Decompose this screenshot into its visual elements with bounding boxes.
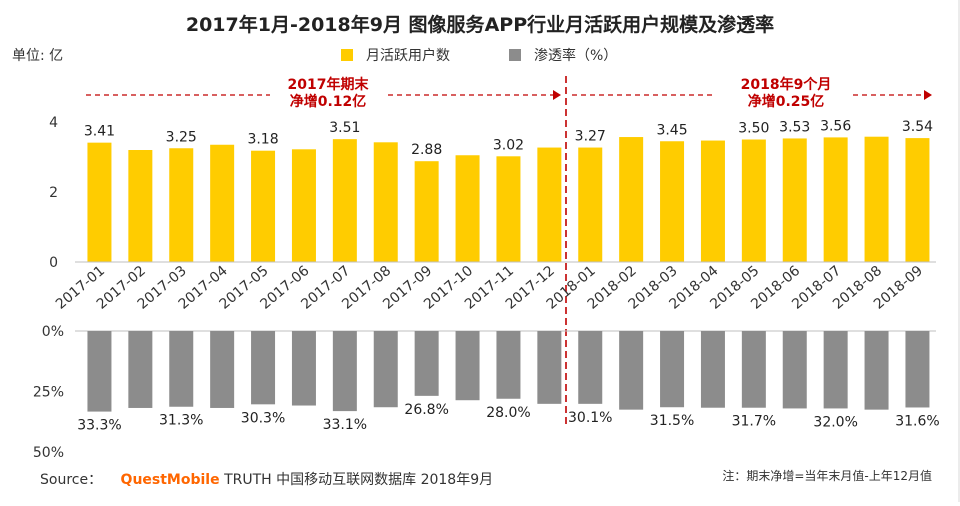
mau-bar — [128, 150, 153, 262]
mau-y-tick-label: 4 — [49, 115, 58, 131]
penetration-bar — [905, 331, 930, 408]
penetration-y-axis: 0% 25% 50% — [33, 324, 64, 461]
legend-label-penetration: 渗透率（%） — [534, 47, 617, 64]
mau-data-label: 3.45 — [656, 122, 687, 138]
penetration-data-label: 26.8% — [404, 402, 448, 418]
mau-bar — [414, 161, 439, 262]
penetration-y-tick-label: 25% — [33, 385, 64, 401]
mau-y-tick-label: 0 — [49, 255, 58, 271]
footnote: 注：期末净增=当年末月值-上年12月值 — [722, 468, 932, 483]
penetration-bar — [823, 331, 848, 409]
mau-bar — [578, 147, 603, 262]
penetration-bar — [864, 331, 889, 410]
mau-bar — [660, 141, 685, 262]
mau-bar — [823, 137, 848, 262]
penetration-bar — [128, 331, 153, 408]
annotation-left-line2: 净增0.12亿 — [290, 93, 367, 110]
mau-bar — [210, 144, 235, 262]
penetration-bar — [455, 331, 480, 401]
annotation-left: 2017年期末 净增0.12亿 — [86, 76, 561, 110]
mau-bar — [782, 138, 807, 262]
penetration-data-label: 31.5% — [650, 413, 694, 429]
mau-bars: 3.41 3.25 3.18 3.51 2.88 3.02 3.27 3.45 3.50 3.53… — [84, 118, 933, 262]
mau-bar — [455, 155, 480, 262]
source-rest: TRUTH 中国移动互联网数据库 2018年9月 — [223, 472, 493, 488]
penetration-bar — [537, 331, 562, 404]
mau-bar — [251, 150, 276, 262]
penetration-bar — [741, 331, 766, 408]
mau-data-label: 3.54 — [902, 119, 933, 135]
penetration-bars: 33.3% 31.3% 30.3% 33.1% 26.8% 28.0% 30.1% 31.5%… — [77, 331, 940, 434]
legend: 月活跃用户数 渗透率（%） — [341, 47, 617, 64]
penetration-y-tick-label: 0% — [42, 324, 64, 340]
mau-bar — [864, 136, 889, 262]
penetration-bar — [660, 331, 685, 408]
penetration-data-label: 28.0% — [486, 405, 530, 421]
chart-title: 2017年1月-2018年9月 图像服务APP行业月活跃用户规模及渗透率 — [186, 13, 774, 36]
mau-bar — [537, 147, 562, 262]
annotation-left-arrowhead — [553, 90, 561, 100]
penetration-data-label: 33.1% — [323, 417, 367, 433]
penetration-data-label: 33.3% — [77, 418, 121, 434]
mau-bar — [700, 140, 725, 262]
penetration-data-label: 31.3% — [159, 413, 203, 429]
penetration-data-label: 32.0% — [813, 414, 857, 430]
penetration-bar — [373, 331, 398, 408]
mau-bar — [619, 137, 644, 262]
annotation-right-line1: 2018年9个月 — [741, 76, 832, 93]
penetration-bar — [700, 331, 725, 408]
mau-data-label: 3.56 — [820, 118, 851, 134]
mau-data-label: 3.50 — [738, 121, 769, 137]
mau-bar — [169, 148, 194, 262]
mau-y-tick-label: 2 — [49, 185, 58, 201]
penetration-y-tick-label: 50% — [33, 445, 64, 461]
mau-data-label: 3.18 — [247, 132, 278, 148]
penetration-bar — [210, 331, 235, 408]
penetration-data-label: 30.1% — [568, 410, 612, 426]
source-brand: QuestMobile — [121, 472, 220, 488]
mau-bar — [291, 149, 316, 262]
mau-bar — [332, 139, 357, 262]
legend-label-mau: 月活跃用户数 — [366, 47, 450, 64]
penetration-bar — [169, 331, 194, 407]
mau-data-label: 3.25 — [166, 129, 197, 145]
penetration-bar — [87, 331, 112, 412]
penetration-bar — [414, 331, 439, 396]
annotation-right: 2018年9个月 净增0.25亿 — [572, 76, 932, 110]
penetration-bar — [251, 331, 276, 405]
penetration-bar — [578, 331, 603, 404]
mau-bar — [496, 156, 521, 262]
source-line: Source： QuestMobile TRUTH 中国移动互联网数据库 201… — [40, 472, 493, 488]
mau-bar — [87, 142, 112, 262]
legend-swatch-penetration — [509, 49, 521, 61]
legend-swatch-mau — [341, 49, 353, 61]
mau-data-label: 3.51 — [329, 120, 360, 136]
annotation-right-arrowhead — [924, 90, 932, 100]
penetration-bar — [332, 331, 357, 412]
penetration-bar — [619, 331, 644, 410]
mau-bar — [741, 139, 766, 262]
annotation-left-line1: 2017年期末 — [288, 76, 370, 93]
unit-label: 单位: 亿 — [12, 48, 63, 64]
penetration-bar — [291, 331, 316, 406]
penetration-data-label: 31.6% — [895, 413, 939, 429]
annotation-right-line2: 净增0.25亿 — [748, 93, 825, 110]
mau-data-label: 2.88 — [411, 142, 442, 158]
penetration-data-label: 30.3% — [241, 410, 285, 426]
mau-data-label: 3.53 — [779, 119, 810, 135]
source-prefix: Source： — [40, 472, 102, 488]
penetration-bar — [782, 331, 807, 409]
mau-y-axis: 4 2 0 — [49, 115, 58, 271]
mau-bar — [905, 138, 930, 262]
mau-bar — [373, 142, 398, 262]
mau-data-label: 3.02 — [493, 137, 524, 153]
mau-data-label: 3.27 — [575, 129, 606, 145]
penetration-bar — [496, 331, 521, 399]
penetration-data-label: 31.7% — [732, 414, 776, 430]
mau-data-label: 3.41 — [84, 124, 115, 140]
